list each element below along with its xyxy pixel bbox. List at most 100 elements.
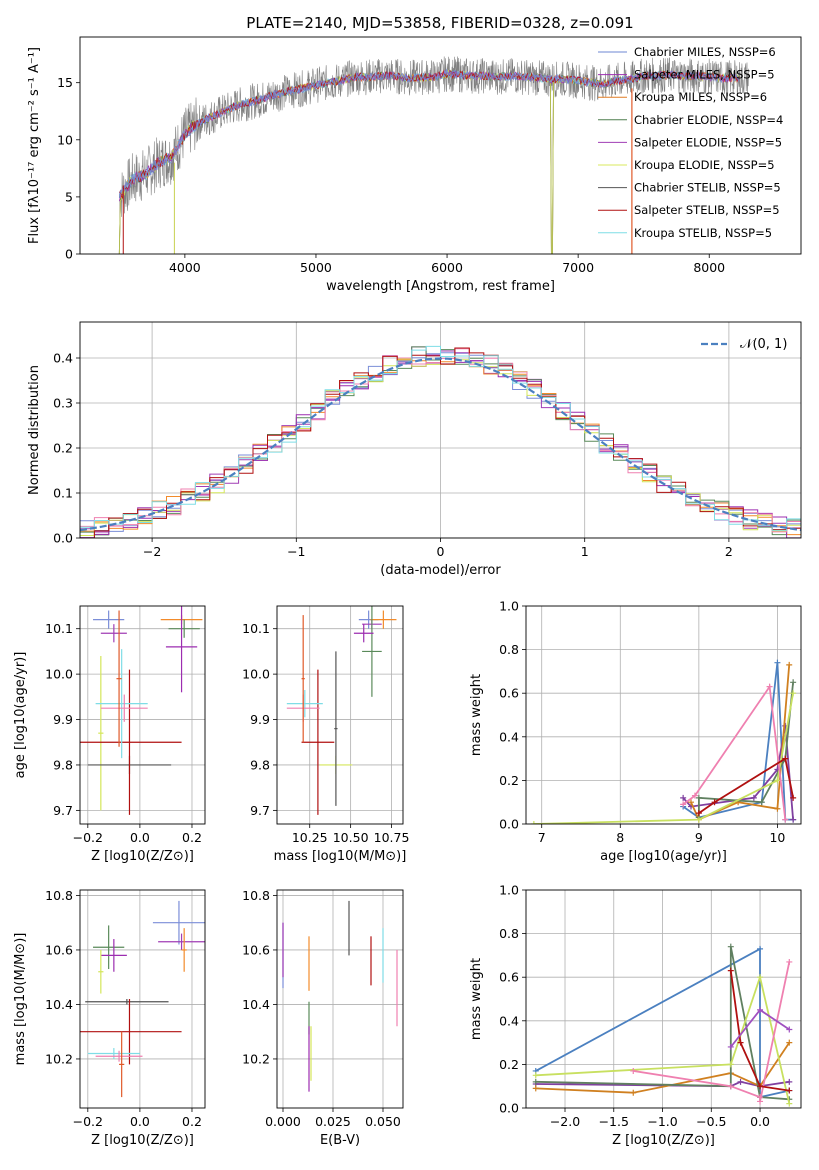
weight-marker (757, 974, 764, 981)
weight-marker (680, 801, 687, 808)
residuals-ytick-label: 0.3 (53, 396, 73, 411)
mass_vs_EBV-xtick-label: 0.025 (315, 1114, 351, 1129)
weight-series (698, 757, 794, 814)
weight-marker (530, 821, 537, 824)
legend-entry: Salpeter MILES, NSSP=5 (634, 68, 775, 82)
spectrum-xtick-label: 6000 (431, 260, 463, 275)
weight-marker (757, 1083, 764, 1090)
spectrum-ylabel: Flux [fλ10⁻¹⁷ erg cm⁻² s⁻¹ A⁻¹] (27, 47, 42, 244)
mass_vs_Z-ytick-label: 10.6 (45, 942, 73, 957)
weight_vs_age-ylabel: mass weight (469, 674, 484, 756)
weight-marker (757, 945, 764, 952)
spectrum-plot-area: Chabrier MILES, NSSP=6 Salpeter MILES, NS… (118, 45, 783, 254)
age_vs_Z-xlabel: Z [log10(Z/Z⊙)] (91, 849, 194, 864)
residuals-xtick-label: −1 (287, 544, 305, 559)
weight-marker (790, 690, 797, 697)
weight-series (729, 970, 790, 1092)
spectrum-frame (79, 36, 802, 255)
age_vs_Z-xtick-label: −0.2 (73, 830, 103, 845)
weight_vs_age-xtick-label: 8 (616, 830, 624, 845)
weight-marker (532, 1078, 539, 1085)
residuals-ylabel: Normed distribution (27, 365, 42, 495)
spectrum-ytick-label: 10 (57, 132, 73, 147)
weight_vs_Z-xtick-label: −2.0 (550, 1114, 580, 1129)
weight-marker (695, 794, 702, 801)
residuals-ytick-label: 0.4 (53, 351, 73, 366)
legend-entry: Salpeter STELIB, NSSP=5 (634, 203, 780, 217)
age_vs_mass-xtick-label: 10.25 (292, 830, 328, 845)
age_vs_Z-xtick-label: 0.0 (130, 830, 150, 845)
weight-marker (786, 661, 793, 668)
figure-title: PLATE=2140, MJD=53858, FIBERID=0328, z=0… (246, 14, 633, 32)
mass_vs_Z-xlabel: Z [log10(Z/Z⊙)] (91, 1133, 194, 1148)
weight-marker (786, 958, 793, 965)
weight-marker (727, 1083, 734, 1090)
age_vs_Z-ytick-label: 9.8 (53, 757, 73, 772)
residuals-ytick-label: 0.2 (53, 441, 73, 456)
mass_vs_EBV-ytick-label: 10.8 (242, 888, 270, 903)
mass_vs_Z-ylabel: mass [log10(M/M⊙)] (13, 933, 28, 1066)
spectrum-xtick-label: 4000 (169, 260, 201, 275)
weight-marker (786, 1100, 793, 1107)
weight_vs_Z-xtick-label: −1.5 (599, 1114, 629, 1129)
residuals-xtick-label: −2 (143, 544, 161, 559)
weight_vs_Z-ylabel: mass weight (469, 958, 484, 1040)
weight-marker (790, 794, 797, 801)
weight_vs_age-ytick-label: 0.4 (499, 729, 519, 744)
weight-marker (532, 1085, 539, 1092)
weight-marker (737, 1039, 744, 1046)
weight-marker (695, 816, 702, 823)
mass_vs_Z-xtick-label: 0.2 (182, 1114, 202, 1129)
residuals-ytick-label: 0.1 (53, 486, 73, 501)
age_vs_Z-ytick-label: 9.7 (53, 803, 73, 818)
weight-marker (790, 816, 797, 823)
weight_vs_age-xtick-label: 9 (695, 830, 703, 845)
residuals-xlabel: (data-model)/error (380, 563, 501, 578)
weight-marker (630, 1089, 637, 1096)
spectrum-xlabel: wavelength [Angstrom, rest frame] (326, 279, 555, 294)
residuals-plot-area: 𝒩(0, 1) (80, 322, 801, 538)
normal-curve (80, 357, 801, 532)
weight_vs_Z-ytick-label: 1.0 (499, 883, 519, 898)
weight_vs_age-ytick-label: 0.0 (499, 817, 519, 832)
spectrum-xtick-label: 8000 (693, 260, 725, 275)
legend-entry: Salpeter ELODIE, NSSP=5 (634, 135, 782, 149)
legend-entry: Kroupa STELIB, NSSP=5 (634, 226, 772, 240)
residuals-ytick-label: 0.0 (53, 531, 73, 546)
age_vs_Z-ylabel: age [log10(age/yr)] (13, 652, 28, 779)
weight_vs_Z-xlabel: Z [log10(Z/Z⊙)] (612, 1133, 715, 1148)
spectrum-panel: Chabrier MILES, NSSP=6 Salpeter MILES, NS… (27, 36, 802, 294)
legend-entry: Chabrier STELIB, NSSP=5 (634, 181, 781, 195)
age_vs_Z-plot-area (80, 606, 205, 824)
age_vs_mass-ytick-label: 9.7 (250, 803, 270, 818)
age_vs_Z-ytick-label: 10.1 (45, 621, 73, 636)
weight_vs_Z-xtick-label: −1.0 (647, 1114, 677, 1129)
weight-marker (695, 810, 702, 817)
mass_vs_Z-plot-area (80, 890, 205, 1108)
weight_vs_Z-ytick-label: 0.4 (499, 1013, 519, 1028)
weight-marker (766, 683, 773, 690)
weight_vs_Z-xtick-label: −0.5 (696, 1114, 726, 1129)
mass_vs_Z-ytick-label: 10.4 (45, 997, 73, 1012)
weight_vs_Z-plot-area (526, 890, 801, 1108)
residuals-xtick-label: 2 (725, 544, 733, 559)
weight_vs_Z-ytick-label: 0.2 (499, 1057, 519, 1072)
weight-marker (782, 755, 789, 762)
weight_vs_age-ytick-label: 0.8 (499, 642, 519, 657)
mass_vs_EBV-plot-area (277, 890, 403, 1108)
weight-marker (711, 799, 718, 806)
age_vs_mass-xlabel: mass [log10(M/M⊙)] (274, 849, 407, 864)
weight-marker (680, 794, 687, 801)
age_vs_mass-ytick-label: 9.8 (250, 757, 270, 772)
mass_vs_Z-panel: −0.2 0.0 0.2 10.2 10.4 10.6 10.8 Z [log10(Z/Z⊙)… (13, 888, 206, 1148)
residuals-panel: 𝒩(0, 1) −2 −1 0 1 2 0.0 0.1 0.2 0.3 0.4 (data-model… (27, 321, 802, 578)
weight_vs_age-ytick-label: 0.6 (499, 686, 519, 701)
weight-marker (786, 1078, 793, 1085)
spectrum-xtick-label: 7000 (562, 260, 594, 275)
mass_vs_Z-xtick-label: 0.0 (130, 1114, 150, 1129)
residuals-xtick-label: 1 (581, 544, 589, 559)
age_vs_mass-xtick-label: 10.75 (374, 830, 410, 845)
weight-marker (786, 1039, 793, 1046)
weight_vs_Z-panel: −2.0 −1.5 −1.0 −0.5 0.0 0.0 0.2 0.4 0.6 0.8 1.0 Z [… (469, 883, 802, 1148)
weight-marker (786, 1026, 793, 1033)
